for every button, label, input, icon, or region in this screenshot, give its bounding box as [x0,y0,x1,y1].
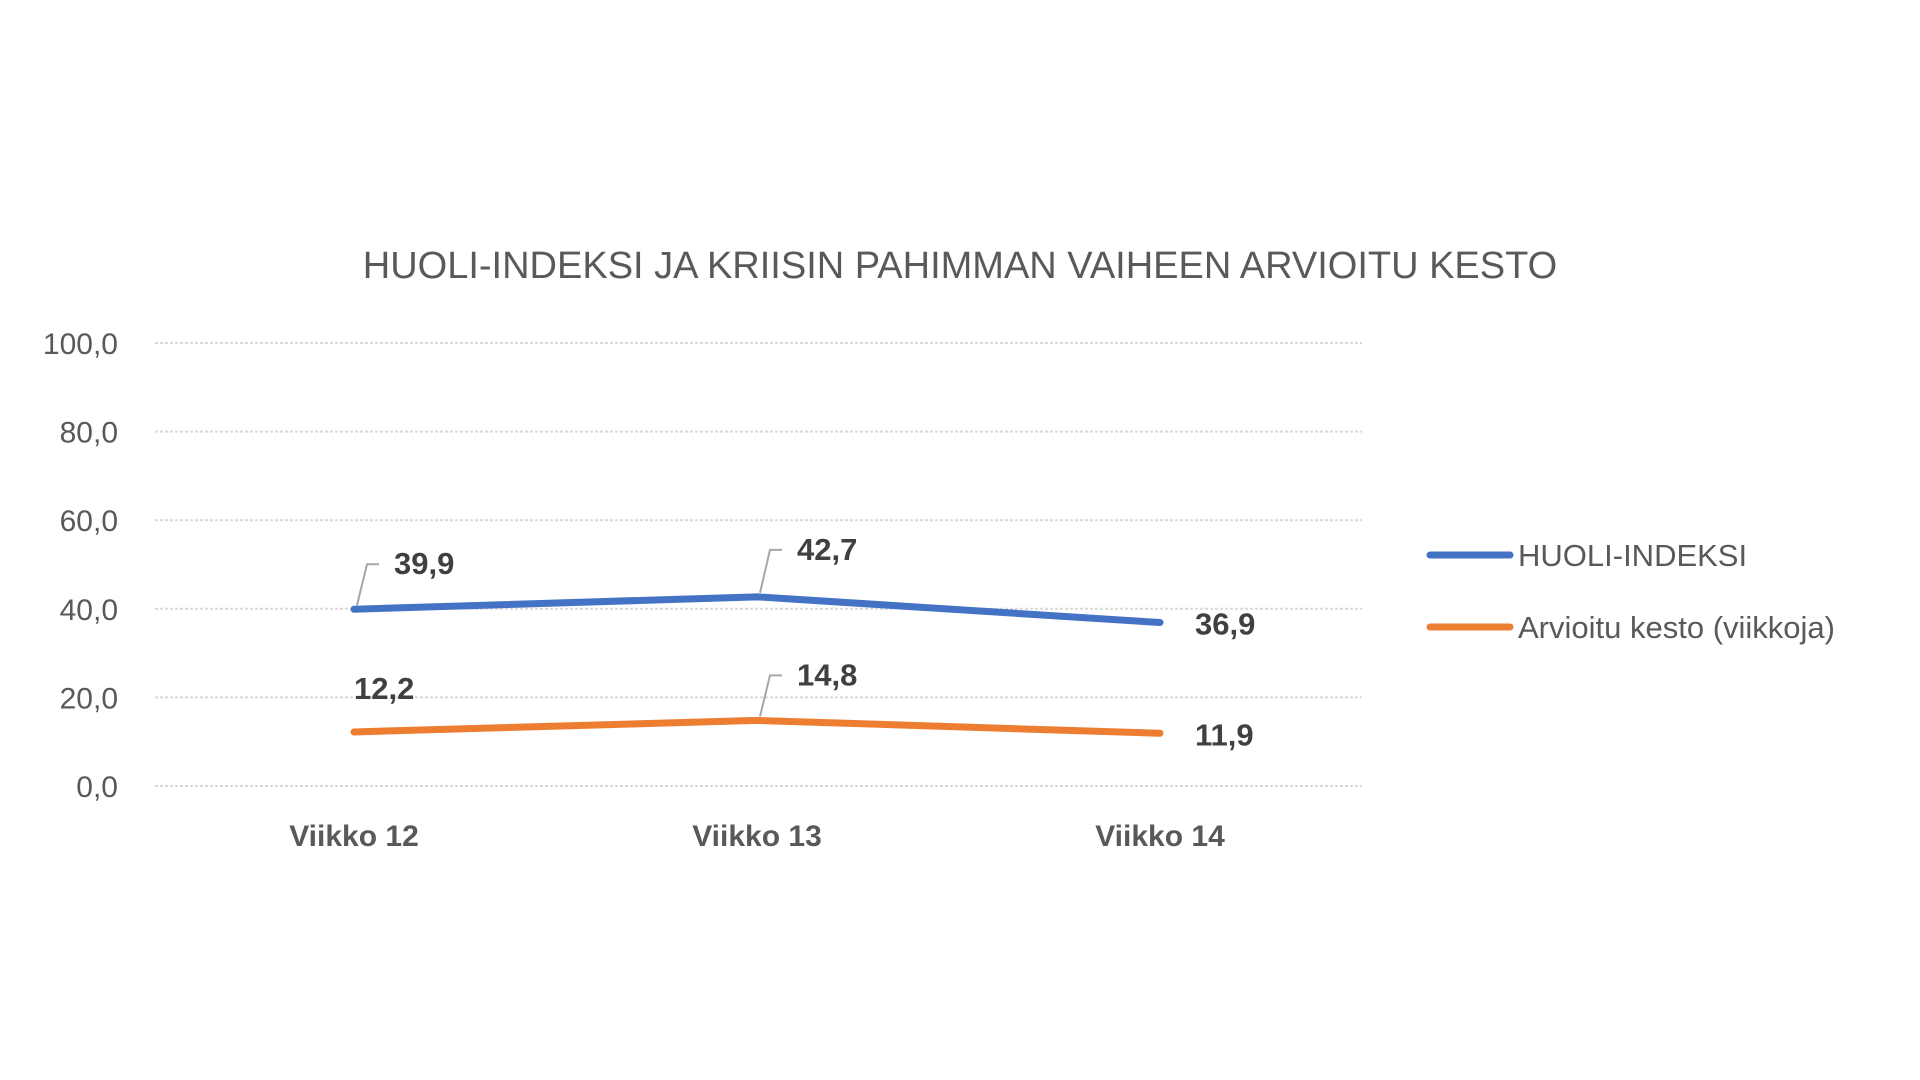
x-tick-label: Viikko 13 [692,820,822,853]
legend-label: HUOLI-INDEKSI [1518,538,1747,573]
legend-label: Arvioitu kesto (viikkoja) [1518,610,1835,645]
y-tick-label: 0,0 [76,771,118,804]
data-label: 11,9 [1195,717,1254,752]
y-tick-label: 100,0 [43,328,118,361]
data-label: 42,7 [797,532,857,567]
series-line-1 [350,716,1164,737]
y-tick-label: 60,0 [60,505,118,538]
legend: HUOLI-INDEKSI Arvioitu kesto (viikkoja) [1426,538,1835,645]
data-label: 36,9 [1195,607,1255,642]
x-axis: Viikko 12 Viikko 13 Viikko 14 [289,820,1225,853]
y-tick-label: 40,0 [60,594,118,627]
data-label: 12,2 [354,671,414,706]
y-tick-label: 20,0 [60,682,118,715]
y-tick-label: 80,0 [60,417,118,450]
data-label: 39,9 [394,546,454,581]
data-labels: 39,9 42,7 36,9 12,2 14,8 11,9 [354,532,1255,752]
leader-line [356,563,379,606]
data-label: 14,8 [797,657,857,692]
leader-line [759,548,782,594]
series-lines [350,593,1164,737]
leader-line [759,674,782,717]
series-line-0 [350,593,1164,627]
chart-title: HUOLI-INDEKSI JA KRIISIN PAHIMMAN VAIHEE… [363,245,1557,287]
x-tick-label: Viikko 12 [289,820,419,853]
gridlines [155,342,1362,787]
y-axis: 0,0 20,0 40,0 60,0 80,0 100,0 [43,328,118,804]
x-tick-label: Viikko 14 [1095,820,1225,853]
